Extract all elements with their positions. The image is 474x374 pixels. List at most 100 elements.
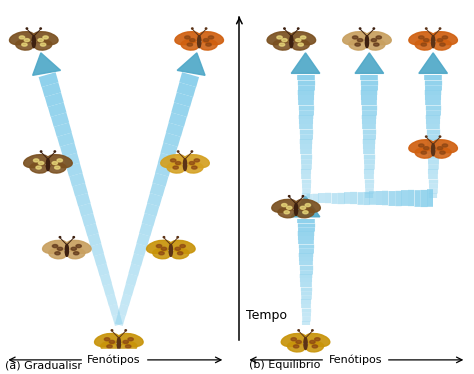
Ellipse shape (208, 36, 214, 39)
Ellipse shape (184, 154, 210, 168)
Ellipse shape (442, 144, 447, 147)
Ellipse shape (205, 28, 207, 29)
Ellipse shape (302, 196, 304, 197)
Ellipse shape (24, 39, 29, 42)
Ellipse shape (438, 39, 443, 42)
Ellipse shape (439, 136, 441, 137)
Ellipse shape (117, 337, 120, 350)
Ellipse shape (282, 39, 287, 42)
Ellipse shape (40, 151, 42, 152)
Ellipse shape (126, 345, 131, 348)
Ellipse shape (191, 151, 192, 152)
Ellipse shape (190, 39, 195, 42)
Text: Fenótipos: Fenótipos (328, 355, 382, 365)
Ellipse shape (365, 36, 369, 48)
Ellipse shape (282, 203, 287, 207)
Ellipse shape (185, 36, 190, 39)
Ellipse shape (38, 162, 44, 165)
Ellipse shape (367, 40, 385, 50)
Ellipse shape (76, 245, 82, 248)
Ellipse shape (421, 151, 427, 154)
Ellipse shape (109, 340, 115, 343)
Ellipse shape (349, 40, 366, 50)
Ellipse shape (371, 39, 376, 42)
Text: Fenótipos: Fenótipos (87, 355, 141, 365)
Ellipse shape (40, 43, 46, 46)
Ellipse shape (167, 163, 184, 173)
Ellipse shape (9, 32, 35, 45)
Ellipse shape (292, 40, 310, 50)
Ellipse shape (40, 28, 41, 29)
Text: (b) Equilibrio pontuado: (b) Equilibrio pontuado (249, 360, 377, 370)
Ellipse shape (206, 43, 211, 46)
Ellipse shape (279, 43, 285, 46)
Ellipse shape (57, 247, 63, 250)
Ellipse shape (24, 154, 49, 168)
Ellipse shape (111, 330, 113, 331)
Ellipse shape (73, 252, 79, 255)
Ellipse shape (175, 32, 200, 45)
Ellipse shape (22, 43, 27, 46)
Ellipse shape (181, 40, 199, 50)
Ellipse shape (55, 166, 60, 169)
Ellipse shape (16, 40, 33, 50)
Ellipse shape (101, 342, 118, 352)
Ellipse shape (36, 166, 41, 169)
Ellipse shape (198, 36, 201, 48)
Ellipse shape (107, 345, 112, 348)
Ellipse shape (431, 144, 435, 156)
Ellipse shape (305, 203, 310, 207)
Ellipse shape (434, 148, 451, 158)
Ellipse shape (424, 39, 429, 42)
Ellipse shape (189, 162, 195, 165)
Ellipse shape (291, 338, 296, 341)
Polygon shape (355, 53, 383, 73)
Ellipse shape (159, 252, 164, 255)
Ellipse shape (286, 206, 292, 209)
Ellipse shape (376, 36, 382, 39)
Ellipse shape (57, 159, 63, 162)
Ellipse shape (434, 40, 451, 50)
Ellipse shape (191, 166, 197, 169)
Ellipse shape (305, 334, 330, 347)
Ellipse shape (359, 28, 361, 29)
Ellipse shape (94, 334, 119, 347)
Ellipse shape (175, 162, 181, 165)
Ellipse shape (306, 342, 324, 352)
Ellipse shape (177, 252, 183, 255)
Ellipse shape (200, 40, 217, 50)
Ellipse shape (191, 28, 193, 29)
Ellipse shape (315, 338, 320, 341)
Ellipse shape (59, 237, 61, 238)
Ellipse shape (439, 28, 441, 29)
Text: Tempo: Tempo (246, 309, 287, 322)
Ellipse shape (291, 32, 316, 45)
Polygon shape (177, 53, 205, 75)
Ellipse shape (298, 330, 300, 331)
Ellipse shape (284, 211, 290, 214)
Ellipse shape (296, 340, 301, 343)
Ellipse shape (125, 330, 127, 331)
Ellipse shape (284, 28, 285, 29)
Ellipse shape (199, 32, 223, 45)
Ellipse shape (38, 39, 43, 42)
Ellipse shape (287, 342, 305, 352)
Ellipse shape (67, 249, 85, 259)
Ellipse shape (172, 249, 189, 259)
Ellipse shape (442, 36, 447, 39)
Ellipse shape (267, 32, 292, 45)
Ellipse shape (46, 159, 50, 171)
Ellipse shape (297, 208, 314, 218)
Ellipse shape (295, 39, 301, 42)
Ellipse shape (438, 147, 443, 150)
Ellipse shape (421, 43, 427, 46)
Ellipse shape (26, 28, 27, 29)
Ellipse shape (54, 151, 55, 152)
Ellipse shape (415, 148, 433, 158)
Ellipse shape (52, 162, 57, 165)
Ellipse shape (55, 252, 60, 255)
Ellipse shape (432, 32, 457, 45)
Ellipse shape (431, 36, 435, 48)
Ellipse shape (312, 345, 318, 348)
Ellipse shape (294, 203, 298, 215)
